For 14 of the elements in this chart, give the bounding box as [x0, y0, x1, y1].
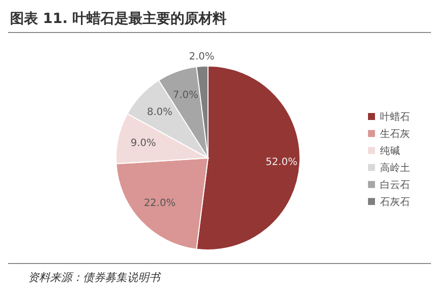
data-label: 7.0%: [172, 90, 198, 102]
data-label: 52.0%: [266, 157, 298, 168]
data-label: 8.0%: [147, 107, 172, 118]
legend-label: 生石灰: [380, 128, 410, 140]
legend-label: 白云石: [380, 178, 410, 192]
data-label: 9.0%: [130, 138, 156, 150]
data-label: 2.0%: [188, 52, 214, 63]
data-label: 22.0%: [144, 198, 176, 209]
legend-label: 高岭土: [380, 162, 410, 174]
legend-label: 叶蜡石: [380, 110, 410, 124]
legend-label: 石灰石: [380, 196, 410, 208]
legend-label: 纯碱: [380, 144, 400, 158]
chart-title: 图表 11. 叶蜡石是最主要的原材料: [8, 8, 431, 33]
text: 资料来源：债券募集说明书: [28, 271, 160, 284]
